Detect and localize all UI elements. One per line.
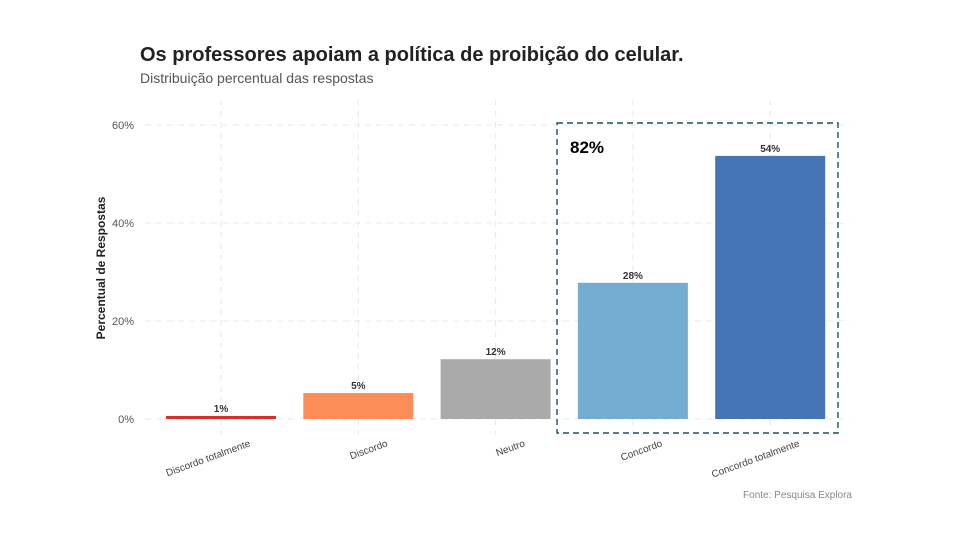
data-label: 12% [486,347,506,358]
data-label: 54% [760,144,780,155]
annotation-label: 82% [570,138,604,157]
data-label: 1% [214,404,229,415]
chart-subtitle: Distribuição percentual das respostas [140,70,374,86]
y-tick-label: 20% [112,316,134,328]
bar [715,155,826,419]
bar [440,359,551,419]
bar [166,416,276,419]
y-axis-label: Percentual de Respostas [94,196,108,339]
x-tick-label: Discordo totalmente [165,438,253,479]
data-label: 5% [351,381,366,392]
x-tick-label: Concordo [619,438,664,463]
y-tick-label: 40% [112,218,134,230]
y-tick-label: 60% [112,120,134,132]
data-label: 28% [623,271,643,282]
highlight-box [556,122,839,434]
bar [303,393,414,419]
x-tick-label: Concordo totalmente [710,438,801,480]
bar [577,282,688,419]
x-tick-label: Neutro [495,438,527,459]
chart-title: Os professores apoiam a política de proi… [140,44,684,66]
chart-caption: Fonte: Pesquisa Explora [743,490,852,501]
y-tick-label: 0% [118,414,134,426]
x-tick-label: Discordo [348,438,389,462]
